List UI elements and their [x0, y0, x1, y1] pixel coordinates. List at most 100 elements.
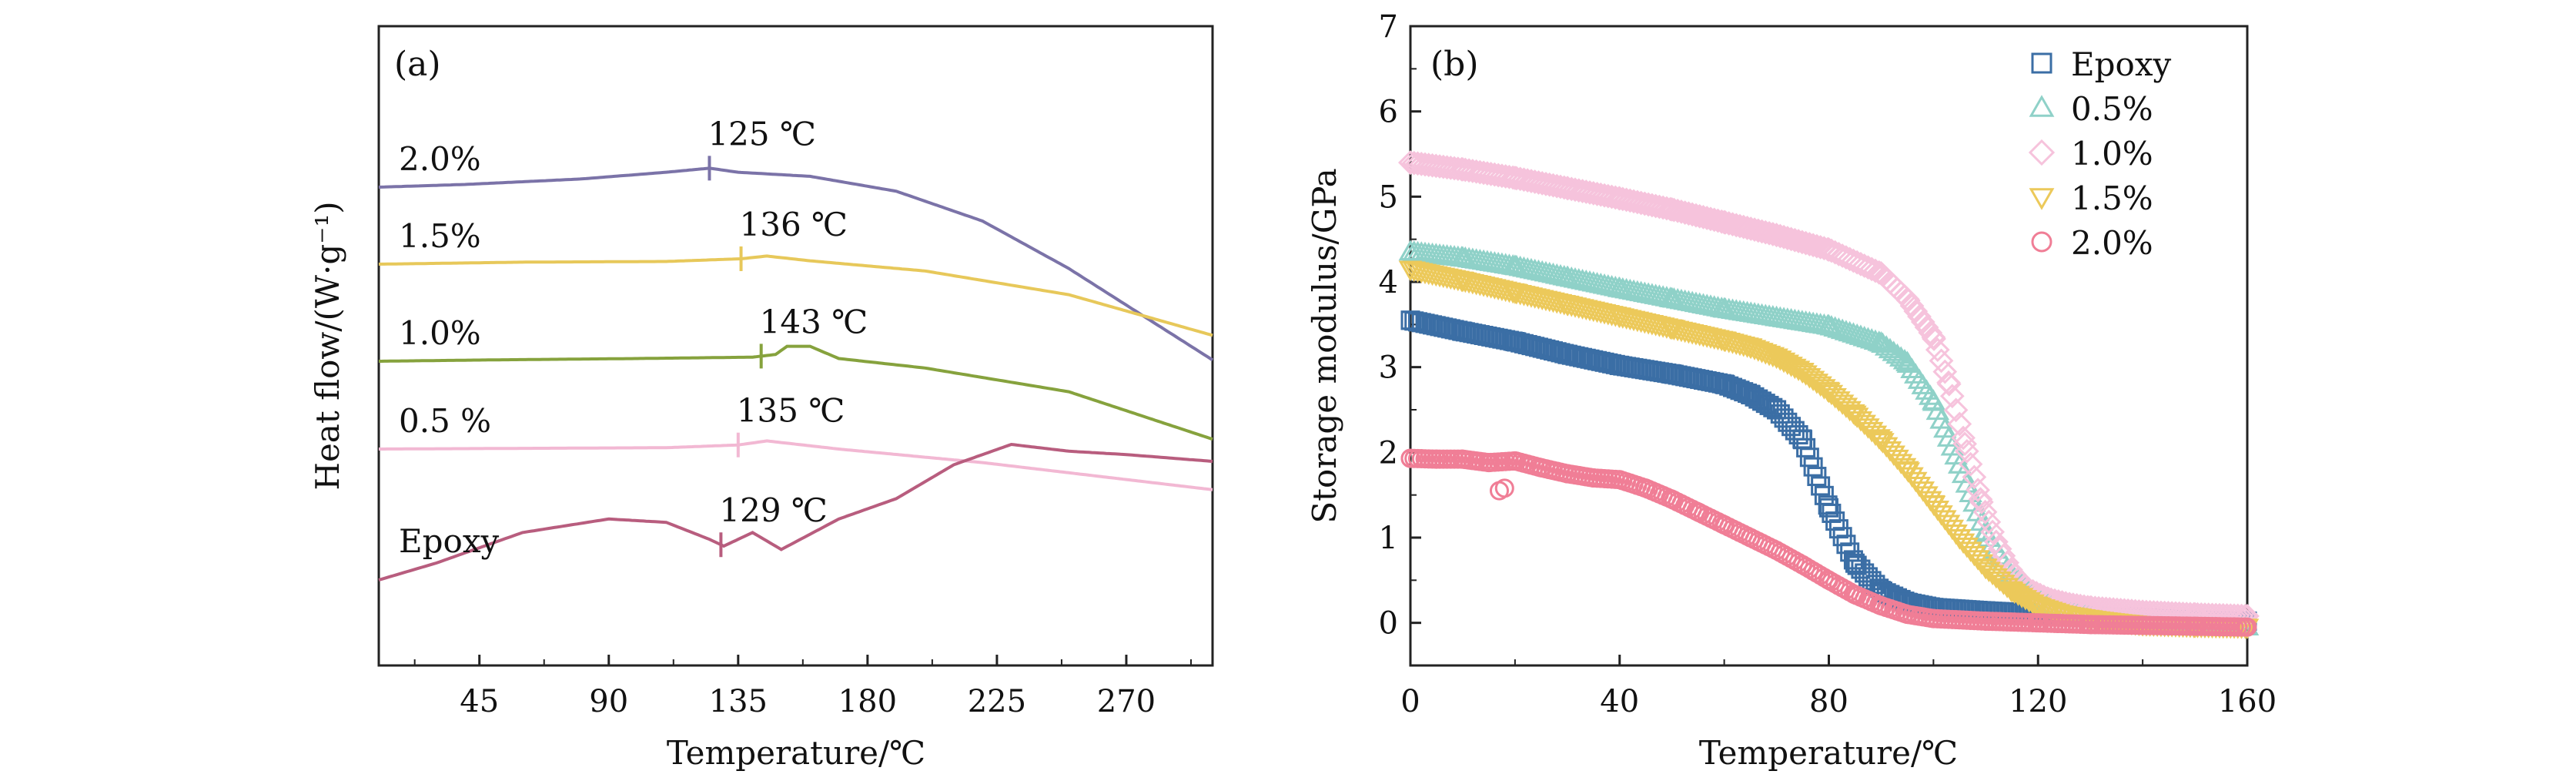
data-point: [1816, 237, 1842, 262]
data-point: [1767, 541, 1787, 561]
panel-b-x-tick-label: 80: [1809, 684, 1848, 719]
data-point: [1505, 451, 1525, 471]
data-point: [1453, 321, 1473, 341]
data-point: [1988, 572, 2012, 592]
dsc-curve-1-5: [378, 254, 1213, 337]
panel-b-y-tick-label: 4: [1379, 265, 1398, 300]
tg-label: 136 ℃: [740, 206, 848, 243]
panel-b-x-tick-label: 0: [1400, 684, 1420, 719]
legend-marker-1-5: [2029, 188, 2055, 210]
data-point: [1711, 209, 1737, 235]
data-point: [1765, 305, 1788, 327]
data-point: [1947, 411, 1972, 437]
data-point: [1503, 283, 1527, 304]
data-point: [1958, 451, 1983, 477]
data-point: [1936, 371, 1962, 397]
data-point: [1430, 154, 1456, 179]
data-point: [1921, 325, 1946, 350]
data-point: [1793, 555, 1813, 575]
data-point: [1975, 611, 1996, 631]
legend-marker-0-5: [2029, 95, 2055, 117]
data-point: [1401, 150, 1427, 176]
data-point: [1767, 400, 1787, 420]
data-point: [1765, 348, 1788, 370]
data-point: [1843, 405, 1867, 427]
data-point: [1557, 464, 1577, 484]
data-point: [1841, 248, 1866, 273]
tg-label: 129 ℃: [719, 491, 828, 529]
data-point: [1895, 350, 1919, 371]
data-point: [1922, 389, 1945, 410]
data-point: [1969, 490, 1994, 515]
data-point: [1584, 468, 1604, 488]
data-point: [1400, 448, 1420, 468]
panel-b-y-tick-label: 1: [1379, 521, 1398, 556]
data-point: [1764, 223, 1789, 248]
data-point: [1817, 313, 1841, 335]
curve-label-2-0: 2.0%: [399, 140, 481, 178]
curve-label-1-5: 1.5%: [399, 217, 481, 255]
data-point: [1974, 558, 1998, 580]
data-point: [1688, 502, 1708, 522]
data-point: [1660, 319, 1684, 340]
data-point: [1712, 331, 1736, 352]
data-point: [1557, 344, 1577, 364]
panel-a-x-tick-label: 135: [709, 684, 768, 719]
data-point: [1817, 382, 1841, 404]
data-point: [1479, 453, 1499, 473]
data-point: [1943, 397, 1969, 423]
data-point: [1952, 431, 1978, 457]
data-point: [1791, 363, 1815, 384]
data-point: [1793, 430, 1813, 450]
data-point: [1852, 414, 1876, 436]
data-point: [1895, 287, 1920, 312]
panel-a-x-tick-label: 45: [460, 684, 499, 719]
data-point: [1434, 155, 1460, 180]
panel-b-y-tick-label: 3: [1379, 350, 1398, 386]
data-point: [1895, 461, 1919, 482]
data-point: [1951, 425, 1975, 451]
data-point: [1856, 418, 1880, 439]
data-point: [1712, 297, 1736, 318]
data-point: [1897, 605, 1917, 625]
data-point: [1400, 310, 1420, 330]
data-point: [1984, 529, 2009, 555]
legend-label-1-5: 1.5%: [2071, 179, 2153, 217]
data-point: [1822, 240, 1848, 265]
data-point: [1907, 304, 1932, 329]
data-point: [1834, 245, 1858, 270]
panel-b-y-tick-label: 0: [1379, 606, 1398, 642]
data-point: [1914, 315, 1939, 340]
data-point: [1954, 438, 1979, 464]
panel-a-label: (a): [394, 45, 441, 84]
data-point: [1845, 553, 1865, 573]
data-point: [1531, 458, 1551, 478]
data-point: [1939, 384, 1965, 409]
dsc-curve-epoxy: [378, 442, 1213, 582]
data-point: [1416, 153, 1441, 178]
dsc-curve-2-0: [378, 166, 1214, 362]
series-1-5: [1398, 260, 2260, 639]
legend-marker-epoxy: [2031, 52, 2052, 74]
data-point: [1869, 431, 1893, 452]
panel-b-ticks: 0 40 80 120 160 0 1 2 3 4 5 6 7: [1379, 9, 2277, 719]
panel-a: (a) 45 90 135 180 225 270 2.0% 125 ℃ 1.5% 136 ℃ 1…: [309, 25, 1214, 772]
data-point: [1450, 157, 1475, 182]
data-point: [1503, 254, 1527, 275]
data-point: [1636, 478, 1656, 498]
panel-b-x-tick-label: 40: [1600, 684, 1639, 719]
data-point: [1929, 348, 1954, 374]
data-point: [1741, 528, 1761, 548]
data-point: [1819, 570, 1838, 590]
legend-label-2-0: 2.0%: [2071, 224, 2153, 262]
data-point: [1976, 509, 2002, 535]
data-point: [2028, 613, 2048, 633]
data-point: [2026, 597, 2050, 618]
data-point: [1610, 470, 1630, 490]
curve-label-0-5: 0.5 %: [399, 402, 491, 440]
data-point: [1948, 453, 1972, 474]
data-point-outlier: [1494, 478, 1514, 498]
panel-a-x-axis-label: Temperature/℃: [667, 734, 925, 772]
data-point: [1962, 464, 1987, 490]
